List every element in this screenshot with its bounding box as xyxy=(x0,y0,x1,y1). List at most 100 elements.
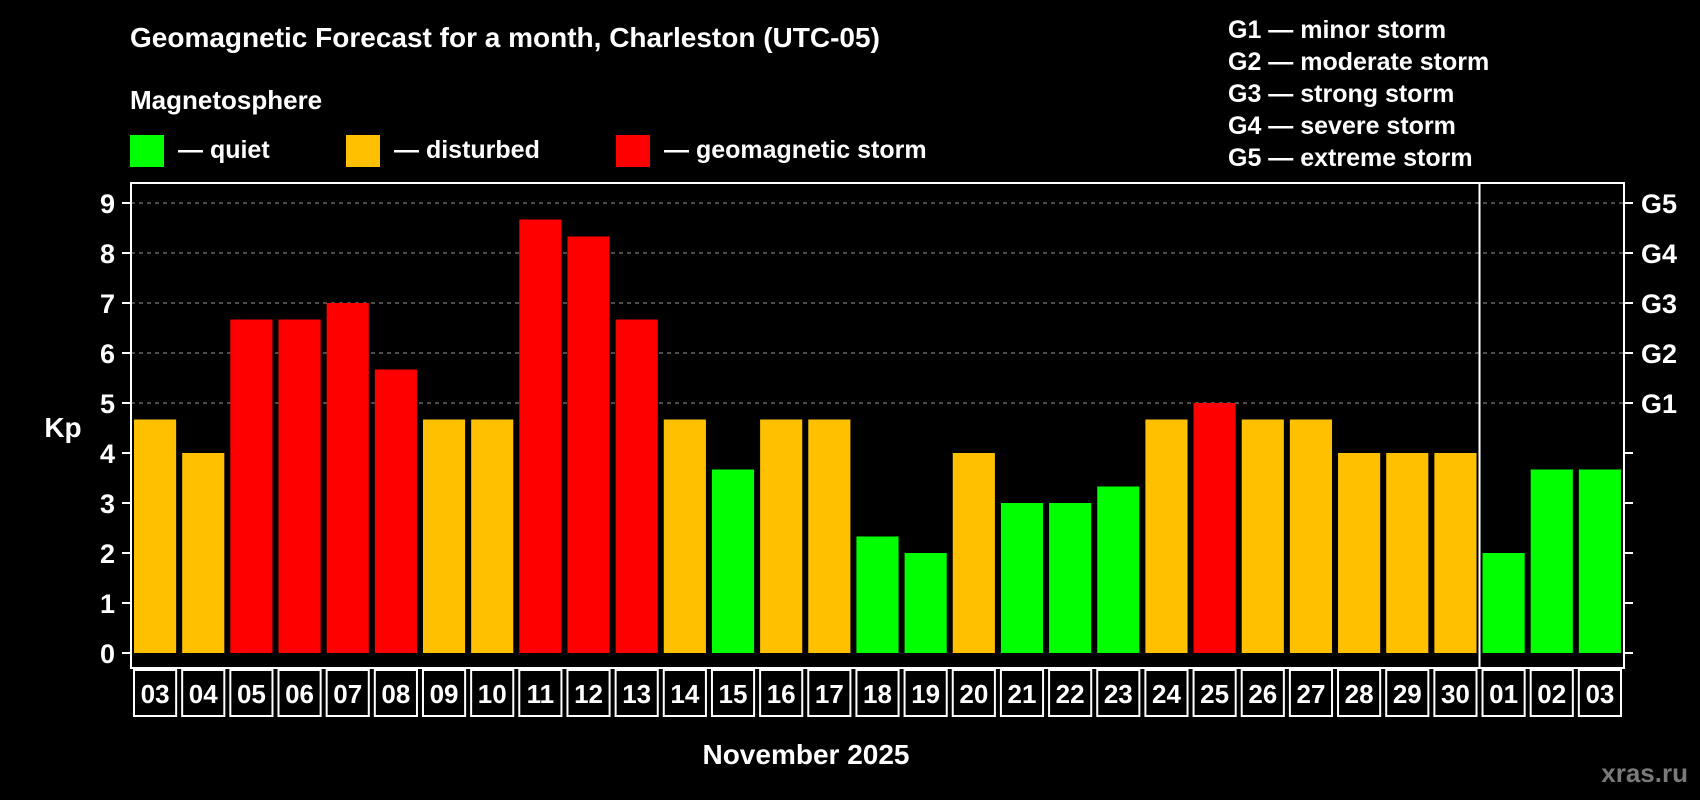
x-tick-cell xyxy=(1385,669,1430,717)
x-tick-cell xyxy=(566,669,611,717)
right-axis-label: G5 xyxy=(1641,189,1677,219)
storm-scale-item: G4 — severe storm xyxy=(1228,112,1456,140)
legend-swatch-quiet xyxy=(130,135,164,167)
x-tick-label: 13 xyxy=(622,679,651,709)
x-tick-cell xyxy=(951,669,996,717)
x-tick-label: 23 xyxy=(1104,679,1133,709)
x-tick-label: 28 xyxy=(1345,679,1374,709)
watermark: xras.ru xyxy=(1601,758,1688,788)
right-axis-label: G4 xyxy=(1641,239,1677,269)
x-tick-cell xyxy=(325,669,370,717)
legend-swatch-storm xyxy=(616,135,650,167)
legend-swatch-disturbed xyxy=(346,135,380,167)
x-tick-cell xyxy=(1144,669,1189,717)
x-tick-label: 04 xyxy=(189,679,218,709)
bar xyxy=(1000,503,1044,653)
axes xyxy=(122,182,1633,669)
x-tick-label: 18 xyxy=(863,679,892,709)
x-tick-label: 02 xyxy=(1537,679,1566,709)
bar xyxy=(615,319,658,653)
bar xyxy=(1434,453,1477,653)
x-tick-label: 27 xyxy=(1296,679,1325,709)
storm-scale-legend: G1 — minor storm G2 — moderate storm G3 — … xyxy=(1228,16,1489,172)
x-tick-label: 05 xyxy=(237,679,266,709)
storm-scale-item: G1 — minor storm xyxy=(1228,16,1446,44)
bar xyxy=(1145,419,1188,653)
y-axis-label: Kp xyxy=(44,412,81,443)
x-tick-cell xyxy=(1433,669,1478,717)
y-tick-label: 2 xyxy=(100,539,115,569)
x-tick-cell xyxy=(759,669,804,717)
x-tick-cell xyxy=(614,669,659,717)
legend-label-disturbed: — disturbed xyxy=(394,136,540,164)
y-tick-label: 7 xyxy=(100,289,115,319)
bar xyxy=(278,319,321,653)
x-tick-label: 10 xyxy=(478,679,507,709)
bar xyxy=(1289,419,1333,653)
y-tick-label: 6 xyxy=(100,339,115,369)
x-tick-cell xyxy=(229,669,274,717)
bar xyxy=(760,419,803,653)
x-tick-label: 19 xyxy=(911,679,940,709)
x-tick-cell xyxy=(277,669,322,717)
right-axis-label: G1 xyxy=(1641,389,1677,419)
x-tick-label: 08 xyxy=(381,679,410,709)
y-tick-label: 4 xyxy=(100,439,115,469)
x-tick-cell xyxy=(662,669,707,717)
storm-scale-item: G3 — strong storm xyxy=(1228,80,1454,108)
x-tick-labels: 03 04 05 06 07 08 09 10 11 12 13 14 15 16 17 18 19 20 21 22… xyxy=(133,669,1622,717)
x-tick-cell xyxy=(1240,669,1285,717)
bar xyxy=(1482,553,1525,653)
x-tick-label: 17 xyxy=(815,679,844,709)
x-tick-cell xyxy=(181,669,226,717)
x-tick-cell xyxy=(421,669,467,717)
right-axis-labels: G1 G2 G3 G4 G5 xyxy=(1641,189,1677,419)
x-tick-cell xyxy=(1192,669,1237,717)
right-axis-label: G3 xyxy=(1641,289,1677,319)
y-tick-label: 9 xyxy=(100,189,115,219)
y-tick-label: 5 xyxy=(100,389,115,419)
bar xyxy=(1241,419,1284,653)
x-tick-label: 09 xyxy=(430,679,459,709)
x-tick-label: 01 xyxy=(1489,679,1518,709)
bar xyxy=(567,236,610,653)
x-tick-cell xyxy=(1288,669,1334,717)
bar xyxy=(663,419,706,653)
y-tick-label: 0 xyxy=(100,639,115,669)
bar xyxy=(1097,486,1140,653)
right-axis-label: G2 xyxy=(1641,339,1677,369)
bar xyxy=(471,419,514,653)
bar xyxy=(952,453,995,653)
bar xyxy=(1386,453,1429,653)
x-tick-label: 06 xyxy=(285,679,314,709)
bar xyxy=(519,219,562,653)
x-tick-cell xyxy=(999,669,1045,717)
bar xyxy=(1193,403,1236,653)
x-tick-label: 07 xyxy=(333,679,362,709)
y-tick-label: 3 xyxy=(100,489,115,519)
x-tick-label: 16 xyxy=(767,679,796,709)
x-tick-cell xyxy=(133,669,178,717)
bar xyxy=(422,419,466,653)
x-tick-label: 30 xyxy=(1441,679,1470,709)
x-tick-label: 03 xyxy=(141,679,170,709)
x-tick-label: 26 xyxy=(1248,679,1277,709)
plot-frame xyxy=(130,182,1625,669)
bar xyxy=(1049,503,1092,653)
x-tick-label: 21 xyxy=(1008,679,1037,709)
x-tick-label: 24 xyxy=(1152,679,1181,709)
bar xyxy=(1578,469,1621,653)
y-tick-label: 1 xyxy=(100,589,115,619)
x-tick-cell xyxy=(1048,669,1093,717)
x-tick-cell xyxy=(1337,669,1382,717)
bar xyxy=(711,469,755,653)
bar xyxy=(326,303,369,653)
x-tick-cell xyxy=(373,669,418,717)
x-tick-label: 03 xyxy=(1585,679,1614,709)
legend-label-storm: — geomagnetic storm xyxy=(664,136,927,164)
bars xyxy=(134,219,1621,653)
bar xyxy=(1530,469,1573,653)
x-tick-cell xyxy=(518,669,563,717)
chart-title: Geomagnetic Forecast for a month, Charle… xyxy=(130,22,880,53)
